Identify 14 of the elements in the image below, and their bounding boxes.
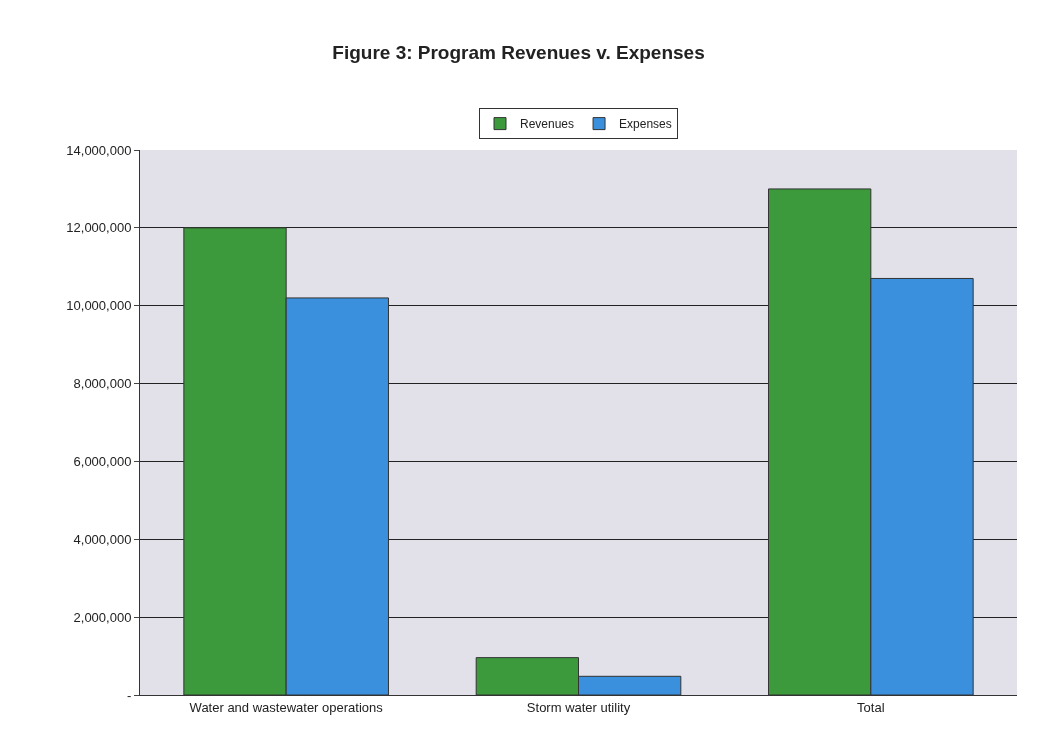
- y-tick-label: 8,000,000: [73, 376, 132, 392]
- y-tick-label: 6,000,000: [73, 453, 132, 469]
- y-tick-label: 10,000,000: [66, 298, 132, 314]
- y-tick-label: 2,000,000: [73, 609, 132, 625]
- chart-title: Figure 3: Program Revenues v. Expenses: [332, 41, 705, 63]
- x-tick-label: Storm water utility: [526, 699, 631, 715]
- x-tick-label: Water and wastewater operations: [189, 699, 384, 715]
- y-tick-label: 14,000,000: [66, 142, 132, 158]
- y-tick-label: 4,000,000: [73, 531, 132, 547]
- x-tick-label: Total: [857, 699, 885, 715]
- legend-label: Revenues: [520, 117, 575, 132]
- y-tick-label: 12,000,000: [66, 220, 132, 236]
- legend-label: Expenses: [619, 117, 672, 132]
- y-tick-label: -: [127, 687, 132, 703]
